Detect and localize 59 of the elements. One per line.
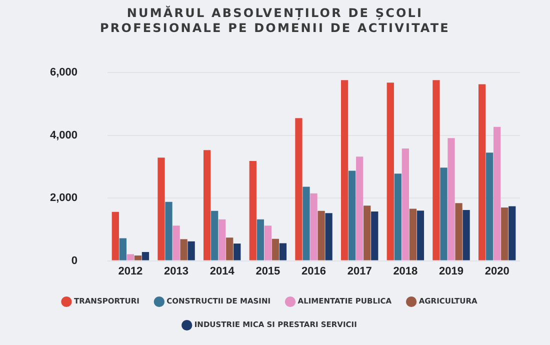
- x-tick-label: 2015: [256, 265, 280, 278]
- x-tick-label: 2016: [302, 265, 326, 278]
- bar: [394, 174, 402, 260]
- bar: [218, 219, 226, 260]
- bar: [310, 193, 318, 260]
- bar: [340, 80, 348, 260]
- x-tick-label: 2020: [484, 265, 510, 278]
- x-tick-label: 2013: [164, 265, 189, 278]
- bar: [325, 213, 332, 260]
- chart-title: NUMĂRUL ABSOLVENȚILOR DE ȘCOLI PROFESIONALE PE DOMENII DE ACTIVITATE: [99, 6, 451, 36]
- bar: [134, 255, 142, 260]
- y-tick-label: 6,000: [50, 66, 78, 79]
- bar: [234, 244, 241, 260]
- y-tick-label: 2,000: [50, 192, 78, 204]
- bar: [371, 212, 378, 260]
- bar: [486, 152, 494, 260]
- bar: [119, 238, 126, 260]
- bar: [172, 226, 180, 260]
- x-tick-label: 2014: [210, 265, 236, 278]
- x-tick-label: 2019: [439, 265, 464, 278]
- bar: [348, 170, 356, 260]
- bar: [142, 252, 150, 260]
- bar: [462, 210, 470, 260]
- bar: [478, 84, 486, 260]
- bar: [272, 238, 280, 260]
- bar: [318, 210, 325, 260]
- bar: [356, 156, 364, 260]
- bar: [188, 241, 195, 260]
- y-tick-label: 0: [71, 254, 78, 267]
- bar: [501, 207, 508, 260]
- x-tick-label: 2018: [393, 265, 418, 278]
- bar: [402, 148, 409, 260]
- bar: [455, 203, 462, 260]
- bar: [211, 210, 218, 260]
- bar: [264, 226, 272, 260]
- bar: [180, 239, 188, 260]
- bar: [204, 150, 211, 260]
- bar: [416, 210, 424, 260]
- y-tick-label: 4,000: [50, 129, 78, 142]
- bar: [494, 126, 501, 260]
- bar: [249, 161, 256, 260]
- bar: [508, 206, 516, 260]
- bar: [279, 243, 287, 260]
- bar: [126, 254, 134, 260]
- bar: [432, 80, 440, 260]
- bar: [256, 219, 264, 260]
- bar: [440, 168, 448, 260]
- bar: [295, 118, 302, 260]
- bar: [112, 212, 119, 260]
- bar: [226, 238, 234, 260]
- bar: [448, 138, 455, 260]
- bar: [165, 202, 172, 260]
- bar: [158, 158, 165, 260]
- x-tick-label: 2017: [347, 265, 372, 278]
- bar: [386, 82, 394, 260]
- bar: [364, 206, 371, 260]
- bar: [409, 208, 417, 260]
- x-tick-label: 2012: [118, 265, 143, 278]
- bar: [302, 186, 310, 260]
